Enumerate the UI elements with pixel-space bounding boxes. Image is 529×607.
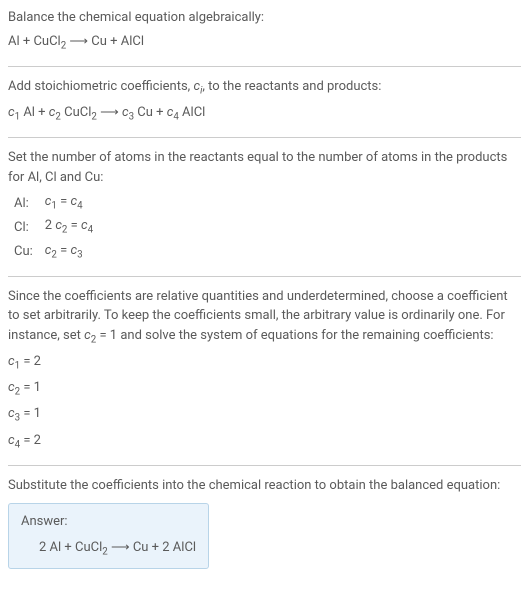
divider (8, 465, 521, 466)
eq-mid: = (57, 194, 71, 209)
step1-section: Add stoichiometric coefficients, ci, to … (8, 77, 521, 125)
val: = 2 (20, 354, 41, 369)
coef-n: 4 (77, 201, 82, 212)
val: = 1 (20, 380, 41, 395)
coef-n: 3 (77, 249, 82, 260)
solution-line: c1 = 2 (8, 352, 521, 374)
pre: 2 (45, 218, 56, 233)
coef-c: c (8, 433, 15, 448)
eq-mid: = (67, 218, 81, 233)
table-row: Al: c1 = c4 (8, 191, 99, 215)
equation-cell: 2 c2 = c4 (39, 215, 99, 239)
eq-part: Al + (20, 105, 49, 120)
element-label: Cl: (8, 215, 39, 239)
coef-c: c (8, 105, 15, 120)
eq-rhs: ⟶ Cu + AlCl (66, 34, 144, 49)
step3-text: Since the coefficients are relative quan… (8, 287, 521, 348)
step4-text: Substitute the coefficients into the che… (8, 476, 521, 496)
eq-part: CuCl (61, 105, 91, 120)
coef-c: c (81, 218, 88, 233)
eq-mid: = (57, 243, 71, 258)
coef-n: 4 (88, 225, 93, 236)
answer-equation: 2 Al + CuCl2 ⟶ Cu + 2 AlCl (21, 538, 196, 560)
step4-section: Substitute the coefficients into the che… (8, 476, 521, 569)
solution-line: c4 = 2 (8, 431, 521, 453)
intro-line: Balance the chemical equation algebraica… (8, 8, 521, 28)
solution-line: c2 = 1 (8, 378, 521, 400)
equation-cell: c1 = c4 (39, 191, 99, 215)
intro-section: Balance the chemical equation algebraica… (8, 8, 521, 54)
answer-label: Answer: (21, 512, 196, 532)
eq-part: ⟶ Cu + 2 AlCl (108, 540, 196, 555)
step2-section: Set the number of atoms in the reactants… (8, 148, 521, 264)
divider (8, 66, 521, 67)
step3-section: Since the coefficients are relative quan… (8, 287, 521, 453)
eq-part: ⟶ (97, 105, 122, 120)
table-row: Cl: 2 c2 = c4 (8, 215, 99, 239)
coef-c: c (122, 105, 129, 120)
text-part: Add stoichiometric coefficients, (8, 79, 193, 94)
coef-c: c (8, 380, 15, 395)
eq-lhs: Al + CuCl (8, 34, 61, 49)
answer-box: Answer: 2 Al + CuCl2 ⟶ Cu + 2 AlCl (8, 503, 209, 569)
element-label: Cu: (8, 240, 39, 264)
step2-text: Set the number of atoms in the reactants… (8, 148, 521, 187)
intro-equation: Al + CuCl2 ⟶ Cu + AlCl (8, 32, 521, 54)
coef-c: c (8, 354, 15, 369)
eq-part: 2 Al + CuCl (39, 540, 102, 555)
element-label: Al: (8, 191, 39, 215)
coef-c: c (8, 406, 15, 421)
val: = 2 (20, 433, 41, 448)
divider (8, 137, 521, 138)
equation-cell: c2 = c3 (39, 240, 99, 264)
text-part: = 1 and solve the system of equations fo… (96, 328, 493, 343)
eq-part: AlCl (179, 105, 206, 120)
step1-equation: c1 Al + c2 CuCl2 ⟶ c3 Cu + c4 AlCl (8, 103, 521, 125)
solution-line: c3 = 1 (8, 404, 521, 426)
table-row: Cu: c2 = c3 (8, 240, 99, 264)
eq-part: Cu + (134, 105, 167, 120)
coef-c: c (55, 218, 62, 233)
step1-text: Add stoichiometric coefficients, ci, to … (8, 77, 521, 99)
text-part: , to the reactants and products: (202, 79, 381, 94)
divider (8, 276, 521, 277)
equations-table: Al: c1 = c4 Cl: 2 c2 = c4 Cu: c2 = c3 (8, 191, 99, 264)
coef-c: c (84, 328, 91, 343)
val: = 1 (20, 406, 41, 421)
